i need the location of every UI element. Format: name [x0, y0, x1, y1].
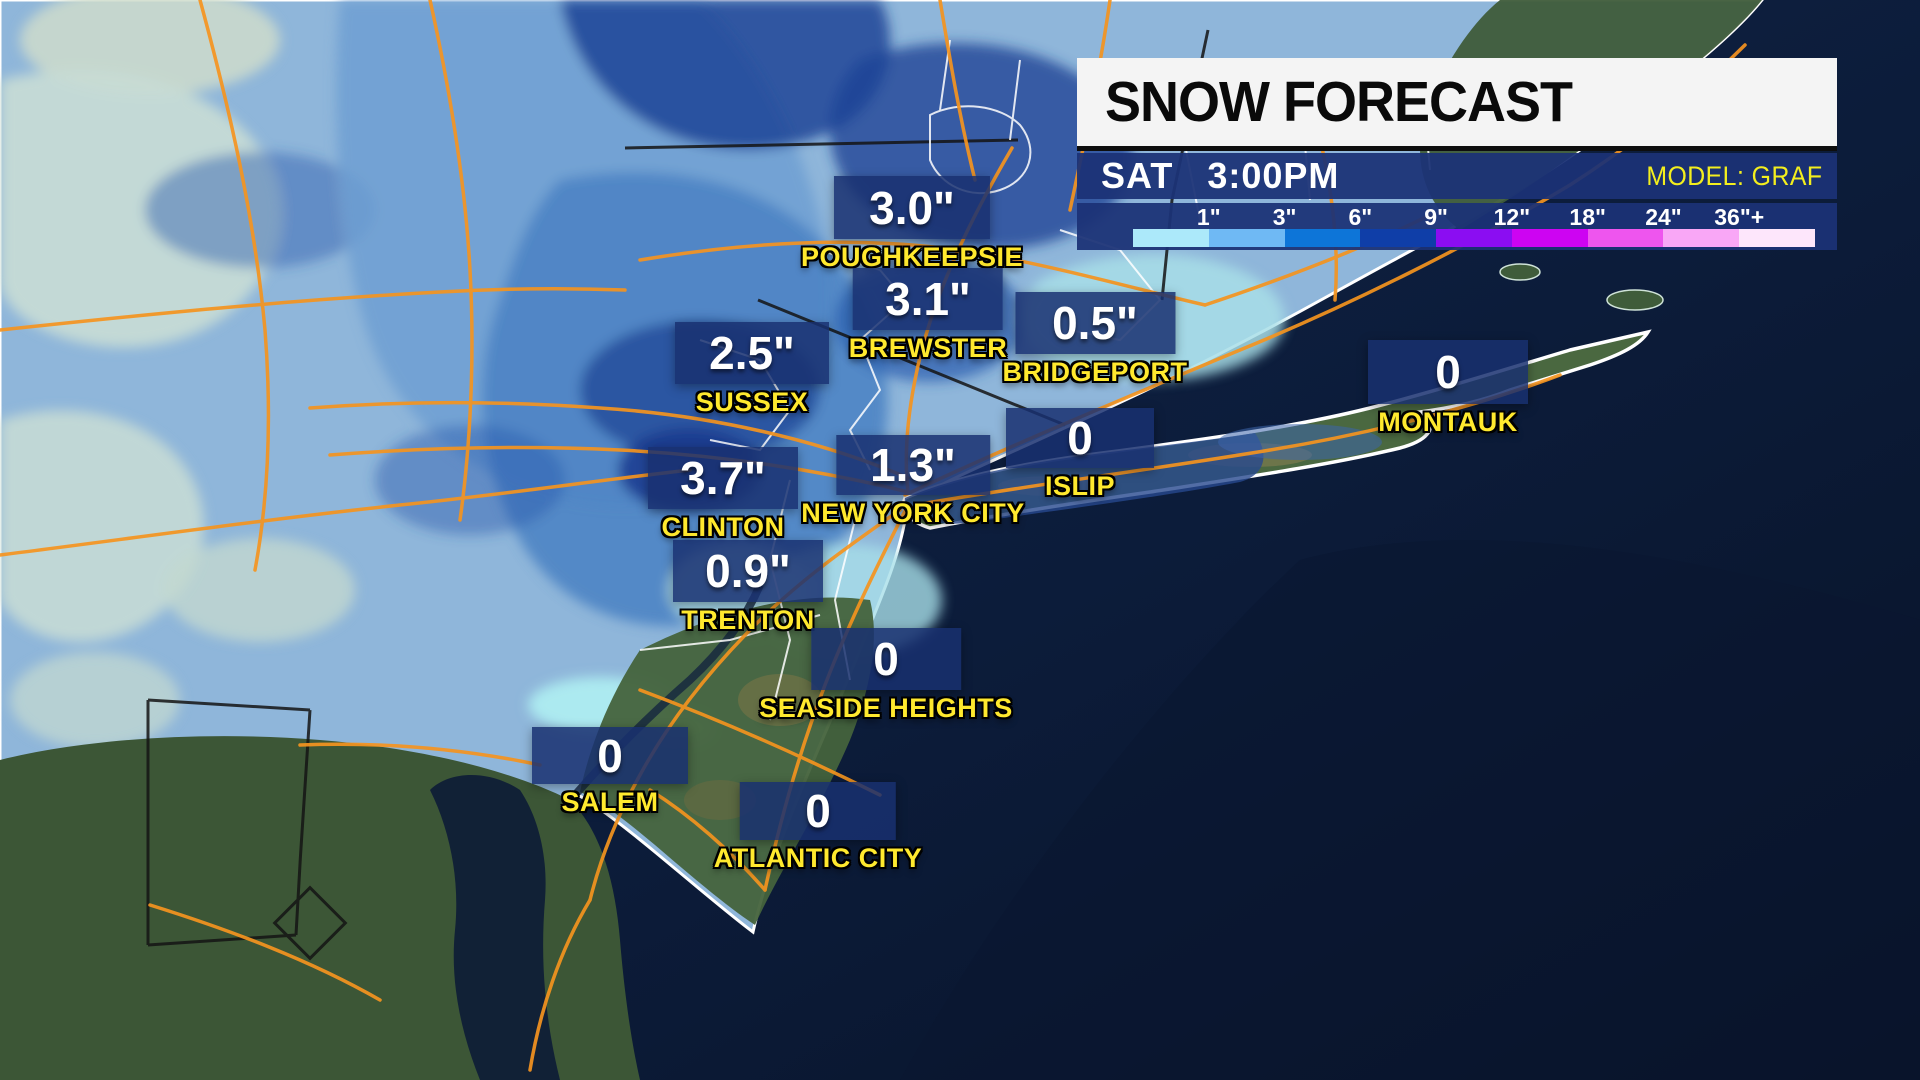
- station-name: SEASIDE HEIGHTS: [759, 693, 1013, 723]
- legend-tick-label: 3": [1272, 204, 1297, 230]
- legend-ticks: 1" 3" 6" 9" 12" 18" 24" 36"+: [1133, 204, 1815, 230]
- legend-swatch: [1133, 229, 1209, 247]
- station-clinton: 3.7" CLINTON: [648, 447, 798, 543]
- station-name: TRENTON: [681, 605, 815, 635]
- legend-tick-label: 36"+: [1714, 204, 1765, 230]
- timestamp-day: SAT: [1101, 155, 1174, 196]
- station-name: MONTAUK: [1378, 407, 1518, 437]
- station-islip: 0 ISLIP: [1006, 408, 1154, 502]
- snow-value-box: 3.1": [853, 268, 1003, 330]
- snow-value-box: 0: [810, 628, 961, 690]
- station-name: BRIDGEPORT: [1002, 357, 1188, 387]
- snow-value: 3.0": [869, 181, 955, 234]
- snow-value: 0.5": [1052, 297, 1138, 349]
- station-name: POUGHKEEPSIE: [800, 242, 1024, 272]
- legend-tick-label: 12": [1493, 204, 1531, 230]
- snow-value-box: 0: [739, 782, 896, 840]
- snow-value: 0: [1067, 412, 1093, 464]
- snow-value-box: 0: [532, 727, 688, 784]
- snow-value-box: 0: [1368, 340, 1528, 404]
- station-name: NEW YORK CITY: [801, 498, 1025, 528]
- legend-swatch: [1739, 229, 1816, 247]
- snow-value: 0: [1435, 346, 1461, 398]
- station-salem: 0 SALEM: [532, 727, 688, 818]
- snow-value-box: 0.9": [673, 540, 823, 602]
- station-name: ATLANTIC CITY: [713, 843, 923, 873]
- station-montauk: 0 MONTAUK: [1368, 340, 1528, 438]
- station-poughkeepsie: 3.0" POUGHKEEPSIE: [801, 176, 1023, 273]
- legend-swatch: [1587, 229, 1664, 247]
- timestamp-time: 3:00PM: [1207, 155, 1340, 196]
- snow-value-box: 1.3": [835, 435, 990, 495]
- legend-swatch: [1663, 229, 1740, 247]
- forecast-title-box: SNOW FORECAST: [1077, 58, 1837, 151]
- station-atlantic-city: 0 ATLANTIC CITY: [714, 782, 922, 874]
- snow-value: 0: [873, 633, 899, 685]
- page-title: SNOW FORECAST: [1105, 70, 1573, 134]
- station-name: SUSSEX: [695, 387, 809, 417]
- snow-value: 3.7": [680, 452, 766, 504]
- station-new-york-city: 1.3" NEW YORK CITY: [801, 435, 1025, 529]
- station-brewster: 3.1" BREWSTER: [849, 268, 1008, 364]
- legend-swatch: [1284, 229, 1361, 247]
- snow-legend: 1" 3" 6" 9" 12" 18" 24" 36"+: [1077, 203, 1837, 250]
- legend-tick-label: 6": [1348, 204, 1373, 230]
- legend-swatch: [1208, 229, 1285, 247]
- station-bridgeport: 0.5" BRIDGEPORT: [1002, 292, 1187, 388]
- snow-value-box: 0: [1006, 408, 1154, 468]
- snow-value-box: 2.5": [675, 322, 829, 384]
- station-name: ISLIP: [1044, 471, 1115, 501]
- legend-tick-label: 24": [1645, 204, 1682, 230]
- snow-value: 3.1": [885, 273, 971, 325]
- legend-tick-label: 1": [1196, 204, 1221, 230]
- snow-value-box: 3.7": [648, 447, 798, 509]
- legend-swatch: [1436, 229, 1512, 247]
- snow-value: 0: [805, 785, 831, 837]
- legend-gradient: [1133, 229, 1816, 247]
- station-trenton: 0.9" TRENTON: [673, 540, 823, 636]
- legend-swatch: [1360, 229, 1437, 247]
- legend-tick-label: 9": [1424, 204, 1448, 230]
- legend-swatch: [1511, 229, 1588, 247]
- timestamp-bar: SAT 3:00PM MODEL: GRAF: [1077, 153, 1837, 199]
- snow-value: 1.3": [870, 439, 956, 491]
- snow-value: 2.5": [709, 327, 795, 379]
- station-name: BREWSTER: [848, 333, 1008, 363]
- snow-value-box: 3.0": [834, 176, 990, 239]
- station-name: SALEM: [561, 787, 659, 817]
- ocean-texture: [900, 540, 1920, 1080]
- station-name: CLINTON: [661, 512, 785, 542]
- snow-value: 0: [597, 729, 623, 782]
- legend-tick-label: 18": [1569, 204, 1606, 230]
- station-seaside-heights: 0 SEASIDE HEIGHTS: [759, 628, 1013, 724]
- snow-value-box: 0.5": [1014, 292, 1175, 354]
- model-label: MODEL: GRAF: [1646, 160, 1823, 191]
- station-sussex: 2.5" SUSSEX: [675, 322, 829, 418]
- snow-value: 0.9": [705, 545, 791, 597]
